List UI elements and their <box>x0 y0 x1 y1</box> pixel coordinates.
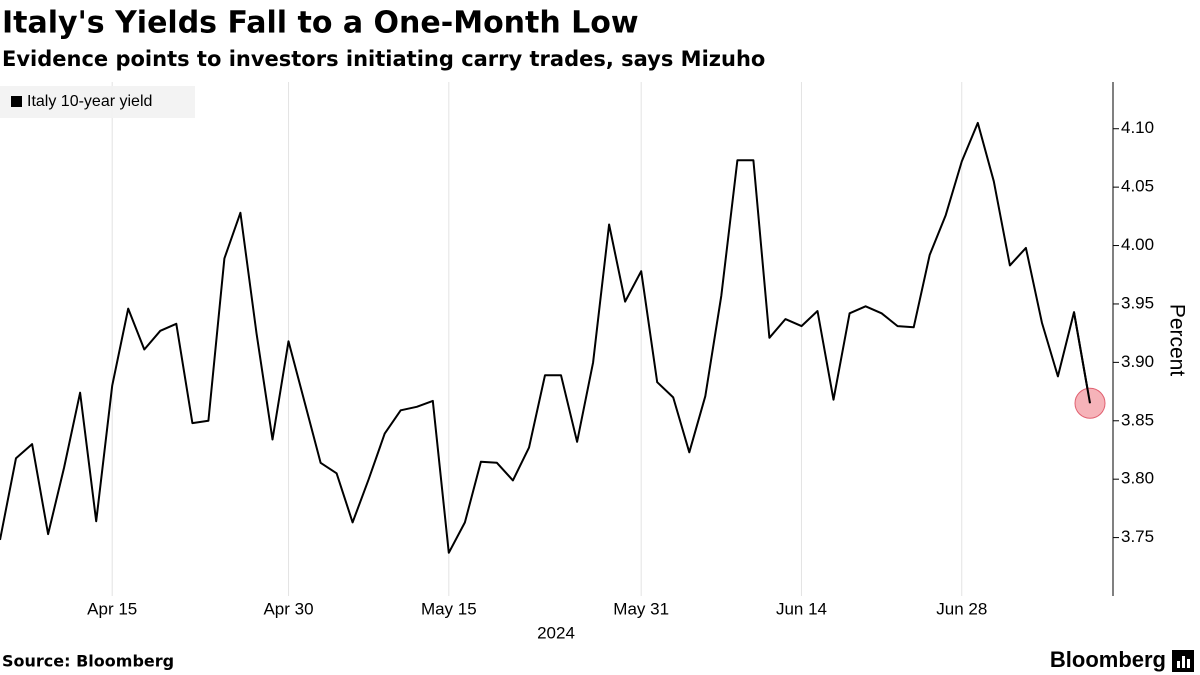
y-axis-label: Percent <box>1165 304 1188 377</box>
legend-swatch <box>11 96 22 107</box>
y-tick-label: 3.85 <box>1121 410 1154 429</box>
x-tick-label: May 31 <box>613 599 669 618</box>
chart-title: Italy's Yields Fall to a One-Month Low <box>2 6 639 41</box>
x-tick-label: Jun 28 <box>936 599 987 618</box>
x-axis-label: 2024 <box>537 623 575 642</box>
y-tick-label: 4.00 <box>1121 235 1154 254</box>
legend-label: Italy 10-year yield <box>27 93 152 110</box>
line <box>0 121 1091 554</box>
x-tick-label: Apr 15 <box>87 599 137 618</box>
x-tick-label: Apr 30 <box>263 599 313 618</box>
chart-subtitle: Evidence points to investors initiating … <box>2 47 765 71</box>
branding: Bloomberg <box>1050 647 1166 672</box>
y-tick-label: 3.80 <box>1121 469 1154 488</box>
y-tick-label: 3.75 <box>1121 527 1154 546</box>
y-tick-label: 3.95 <box>1121 293 1154 312</box>
last-point-stub <box>1072 311 1091 404</box>
brand-icon-bar <box>1187 659 1190 668</box>
y-tick-label: 3.90 <box>1121 352 1154 371</box>
source: Source: Bloomberg <box>2 652 174 671</box>
y-tick-label: 4.05 <box>1121 177 1154 196</box>
x-tick-label: May 15 <box>421 599 477 618</box>
brand-icon-bar <box>1182 656 1185 668</box>
y-tick-label: 4.10 <box>1121 118 1154 137</box>
brand-icon-bar <box>1177 661 1180 668</box>
legend-box <box>0 86 195 118</box>
x-tick-label: Jun 14 <box>776 599 827 618</box>
